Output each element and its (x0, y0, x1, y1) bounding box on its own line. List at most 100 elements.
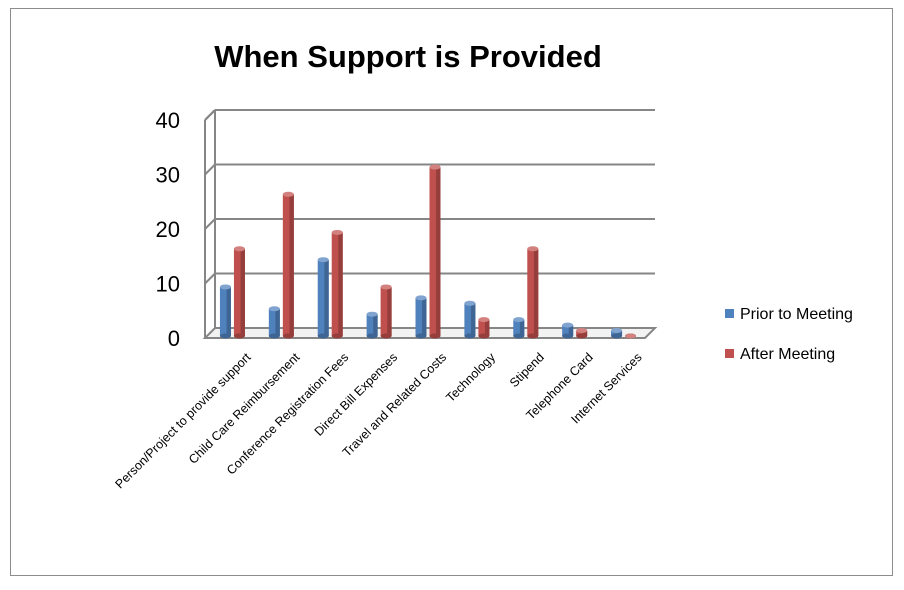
bar-top (478, 317, 490, 323)
bar-top (464, 300, 476, 306)
bar-top (576, 328, 588, 334)
bar-shade (289, 194, 294, 336)
y-axis-ticks: 0 10 20 30 40 (156, 108, 180, 351)
chart-title: When Support is Provided (214, 39, 602, 74)
legend: Prior to Meeting After Meeting (725, 306, 853, 363)
bar-body (366, 314, 378, 336)
y-tick-label: 20 (156, 217, 180, 242)
bar-bottom (478, 333, 490, 339)
bar-shade (582, 330, 588, 336)
bar-bottom (282, 333, 294, 339)
bar (380, 284, 392, 339)
bar (415, 295, 427, 339)
bar (219, 284, 231, 339)
bar-bottom (429, 333, 441, 339)
bar-body (513, 319, 525, 336)
bar-shade (519, 319, 525, 336)
y-tick-label: 10 (156, 272, 180, 297)
bar-bottom (219, 333, 231, 339)
y-tick-label: 40 (156, 108, 180, 133)
bar-body (415, 297, 427, 336)
bar (317, 257, 329, 339)
bar-bottom (527, 333, 539, 339)
bar-shade (275, 308, 280, 336)
bar-body (611, 330, 623, 336)
bar-top (268, 306, 280, 312)
bar-bottom (380, 333, 392, 339)
bar-top (380, 284, 392, 290)
y-tick-label: 0 (168, 326, 180, 351)
bar-shade (533, 248, 539, 336)
bar-top (527, 246, 539, 252)
bar-shade (617, 330, 623, 336)
bar-top (611, 328, 623, 334)
gridline (204, 272, 216, 285)
bar-shade (422, 297, 427, 336)
bar-body (527, 248, 539, 336)
bar-shade (240, 248, 245, 336)
bar-body (562, 325, 574, 336)
bar-body (576, 330, 588, 336)
bar-top (282, 191, 294, 197)
bar-shade (338, 232, 343, 336)
bar-bottom (464, 333, 476, 339)
bar (478, 317, 490, 339)
bar (562, 322, 574, 339)
bar-shade (387, 286, 392, 336)
bar-shade (324, 259, 329, 336)
bar-body (464, 303, 476, 336)
bar-top (331, 229, 343, 235)
y-tick-label: 30 (156, 163, 180, 188)
bar (625, 333, 637, 339)
bar-shade (226, 286, 231, 336)
bar-shade (436, 167, 441, 336)
bar-top (317, 257, 329, 263)
bar (331, 229, 343, 339)
bar-top (562, 322, 574, 328)
bar-bottom (268, 333, 280, 339)
bar-top (429, 164, 441, 170)
bar-bottom (366, 333, 378, 339)
bar-bottom (415, 333, 427, 339)
bar-top (513, 317, 525, 323)
bar (527, 246, 539, 339)
bar-body (268, 308, 280, 336)
bar (233, 246, 245, 339)
bar-top (415, 295, 427, 301)
bar-bottom (513, 333, 525, 339)
bar-body (478, 319, 490, 336)
legend-label: After Meeting (740, 346, 835, 363)
bar-top (366, 311, 378, 317)
bar-shade (568, 325, 574, 336)
gridline (204, 109, 216, 121)
bar (282, 191, 294, 339)
bar-bottom (233, 333, 245, 339)
bar-body (380, 286, 392, 336)
legend-swatch (725, 309, 734, 318)
bar (576, 328, 588, 339)
bar-body (429, 167, 441, 336)
bar-body (331, 232, 343, 336)
bar-shade (373, 314, 378, 336)
bar (611, 328, 623, 339)
gridline (204, 163, 216, 176)
legend-label: Prior to Meeting (740, 306, 853, 323)
bar-top (233, 246, 245, 252)
bar-shade (470, 303, 476, 336)
bar-bottom (331, 333, 343, 339)
bar-body (282, 194, 294, 336)
gridline (204, 218, 216, 230)
bar-bottom (562, 333, 574, 339)
bar (513, 317, 525, 339)
bar-body (317, 259, 329, 336)
bar-bottom (317, 333, 329, 339)
bar (464, 300, 476, 339)
bar-shade (484, 319, 490, 336)
bars (219, 164, 637, 339)
bar (268, 306, 280, 339)
bar-top (625, 333, 637, 339)
bar-bottom (576, 333, 588, 339)
bar-top (219, 284, 231, 290)
